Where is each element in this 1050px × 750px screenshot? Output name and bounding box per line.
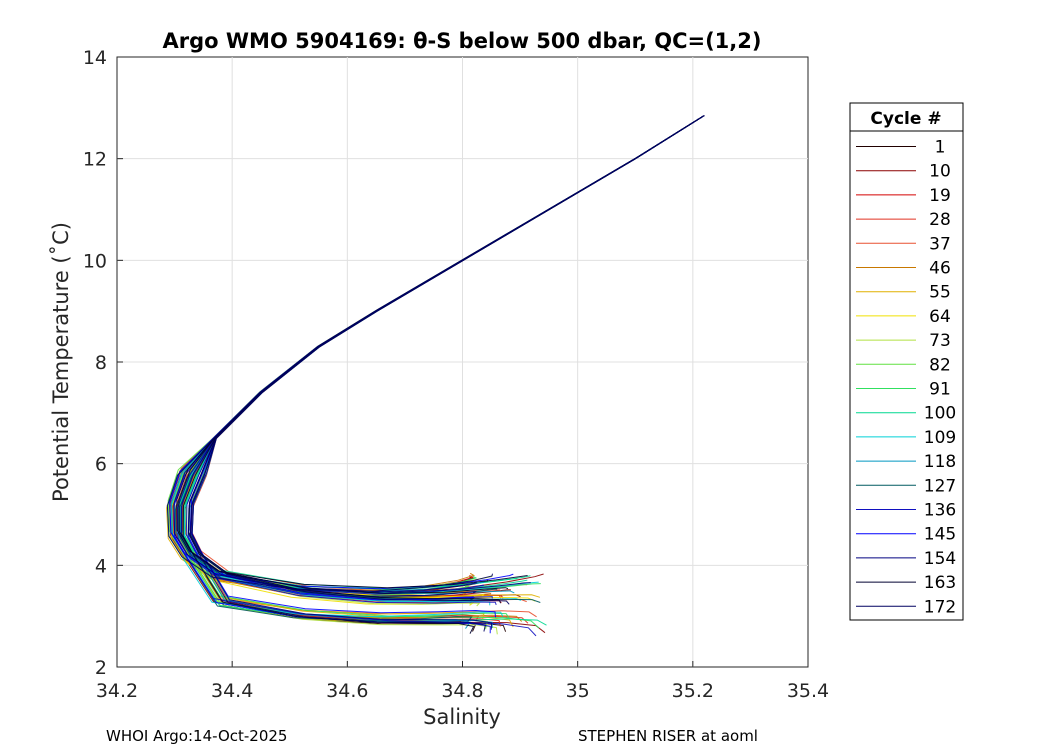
legend-label: 19 [929,186,951,206]
legend-label: 154 [924,549,956,569]
profile-lines [166,115,705,637]
y-axis-label: Potential Temperature (˚C) [49,222,73,502]
x-tick-label: 34.6 [326,680,368,702]
legend-label: 127 [924,476,956,496]
legend-label: 109 [924,428,956,448]
footer-right: STEPHEN RISER at aoml [578,727,758,745]
legend: Cycle # 1 10 19 28 37 46 55 64 73 82 91 100 109 118 12… [849,102,964,621]
legend-label: 10 [929,162,951,182]
profile-line [187,115,705,605]
legend-label: 118 [924,452,956,472]
legend-label: 1 [935,138,946,158]
footer-left: WHOI Argo:14-Oct-2025 [106,727,287,745]
legend-label: 64 [929,307,951,327]
legend-label: 136 [924,501,956,521]
y-tick-label: 14 [83,47,107,69]
legend-title: Cycle # [870,109,941,129]
y-tick-label: 8 [95,352,107,374]
legend-label: 82 [929,355,951,375]
y-tick-label: 12 [83,149,107,171]
legend-label: 55 [929,283,951,303]
legend-label: 100 [924,404,956,424]
legend-label: 91 [929,380,951,400]
legend-label: 145 [924,525,956,545]
x-axis-label: Salinity [423,705,501,729]
x-tick-label: 34.4 [211,680,253,702]
legend-entries: 1 10 19 28 37 46 55 64 73 82 91 100 109 118 127 136 145 1… [856,138,956,617]
legend-label: 163 [924,573,956,593]
x-tick-label: 35.2 [672,680,714,702]
y-tick-label: 2 [95,657,107,679]
legend-label: 28 [929,210,951,230]
legend-label: 37 [929,234,951,254]
x-tick-label: 34.8 [441,680,483,702]
y-tick-label: 6 [95,454,107,476]
grid-lines [116,56,809,668]
legend-label: 172 [924,597,956,617]
legend-label: 46 [929,259,951,279]
y-tick-label: 10 [83,250,107,272]
x-tick-label: 34.2 [96,680,138,702]
y-tick-labels: 2 4 6 8 10 12 14 [83,47,107,679]
x-tick-label: 35 [566,680,590,702]
x-tick-labels: 34.2 34.4 34.6 34.8 35 35.2 35.4 [96,680,829,702]
x-tick-label: 35.4 [787,680,829,702]
chart-title: Argo WMO 5904169: θ-S below 500 dbar, QC… [163,29,762,53]
legend-label: 73 [929,331,951,351]
y-tick-label: 4 [95,555,107,577]
